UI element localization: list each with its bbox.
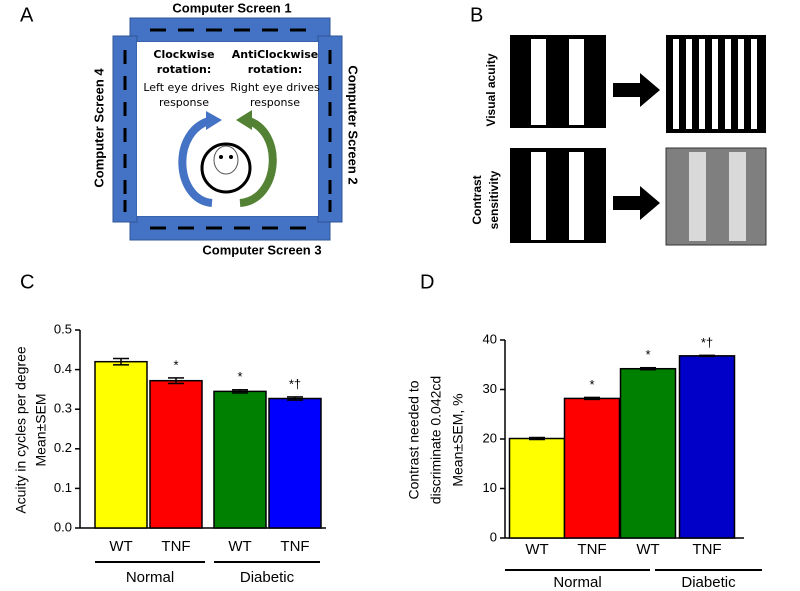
rotation-title: Clockwise: [153, 48, 214, 61]
error-bar: [113, 357, 129, 366]
stripe: [569, 39, 584, 125]
x-tick-label: TNF: [577, 541, 606, 558]
y-axis-label: discriminate 0.042cd: [428, 376, 444, 504]
screen-label: Computer Screen 4: [91, 68, 106, 188]
bar: [94, 360, 148, 529]
stimulus-diagram: Visual acuity Contrast sensitivity: [470, 35, 767, 246]
mouse: [213, 145, 239, 175]
x-tick-label: TNF: [161, 538, 190, 555]
arrow: [613, 73, 660, 107]
y-tick-label: 0.5: [54, 321, 72, 336]
screen-label: Computer Screen 2: [346, 65, 361, 184]
stripe: [531, 152, 546, 240]
stripe: [531, 39, 546, 125]
y-axis-label: Mean±SEM: [33, 393, 49, 466]
screen-label: Computer Screen 3: [202, 242, 321, 257]
y-axis-label: Contrast needed to: [406, 380, 422, 499]
y-tick-label: 0.3: [54, 401, 72, 416]
arrow-head: [206, 111, 222, 130]
fine-stripes: [673, 39, 757, 129]
rotation-text: Left eye drives: [143, 81, 225, 94]
stripe: [569, 152, 584, 240]
error-bar: [640, 366, 656, 371]
significance: *: [237, 369, 242, 384]
mouse-eye: [229, 155, 233, 159]
significance: *: [645, 347, 650, 362]
panel-label: D: [420, 271, 434, 293]
panel-label: B: [470, 4, 483, 26]
group-label: Diabetic: [681, 574, 736, 591]
group-label: Normal: [553, 574, 601, 591]
y-tick-label: 0.0: [54, 519, 72, 534]
stripe: [729, 152, 746, 241]
x-tick-label: WT: [636, 541, 659, 558]
arrow-head: [236, 110, 252, 130]
error-bar: [168, 377, 184, 385]
bar: [149, 379, 203, 529]
panel-label: C: [20, 271, 34, 293]
row-label: Visual acuity: [484, 53, 498, 126]
anticlockwise-arrow: [239, 116, 277, 207]
error-bar: [584, 396, 600, 401]
y-axis-label: Mean±SEM, %: [450, 393, 466, 486]
grating: [510, 35, 606, 128]
y-tick-label: 0.2: [54, 440, 72, 455]
y-axis-label: Acuity in cycles per degree: [13, 346, 29, 514]
y-tick-label: 0: [490, 529, 497, 544]
grating: [510, 148, 606, 243]
error-bar: [699, 354, 715, 358]
x-tick-label: WT: [228, 538, 251, 555]
bar: [213, 390, 267, 529]
bar: [619, 367, 677, 539]
error-bar: [287, 396, 303, 401]
y-tick-label: 10: [483, 480, 497, 495]
stripes: [123, 28, 332, 230]
x-tick-label: TNF: [280, 538, 309, 555]
rotation-text: Right eye drives: [230, 81, 320, 94]
arrow: [613, 186, 660, 220]
bar: [268, 397, 322, 529]
clockwise-arrow: [178, 116, 214, 207]
row-label: Contrast: [470, 175, 484, 224]
bar: [678, 355, 736, 539]
rotation-text: response: [250, 96, 300, 109]
group-label: Diabetic: [240, 569, 295, 586]
rotation-title: AntiClockwise: [232, 48, 319, 61]
grating: [665, 147, 767, 246]
screen-label: Computer Screen 1: [172, 0, 291, 15]
y-tick-label: 30: [483, 381, 497, 396]
panel-label: A: [20, 4, 34, 26]
rotation-title: rotation:: [248, 63, 302, 76]
mouse-eye: [219, 155, 223, 159]
row-label: sensitivity: [487, 170, 501, 229]
screens-diagram: Computer Screen 1 Computer Screen 2 Comp…: [91, 0, 360, 257]
significance: *†: [289, 376, 301, 391]
x-tick-label: WT: [109, 538, 132, 555]
rotation-text: response: [159, 96, 209, 109]
y-tick-label: 40: [483, 331, 497, 346]
group-label: Normal: [126, 569, 174, 586]
x-tick-label: TNF: [692, 541, 721, 558]
y-tick-label: 20: [483, 430, 497, 445]
significance: *: [589, 377, 594, 392]
error-bar: [232, 389, 248, 394]
rotation-title: rotation:: [157, 63, 211, 76]
stripe: [689, 152, 706, 241]
bar: [563, 397, 621, 539]
significance: *†: [701, 335, 713, 350]
y-tick-label: 0.4: [54, 361, 72, 376]
error-bar: [529, 436, 545, 441]
y-tick-label: 0.1: [54, 480, 72, 495]
bar: [508, 437, 566, 539]
significance: *: [173, 357, 178, 372]
x-tick-label: WT: [525, 541, 548, 558]
